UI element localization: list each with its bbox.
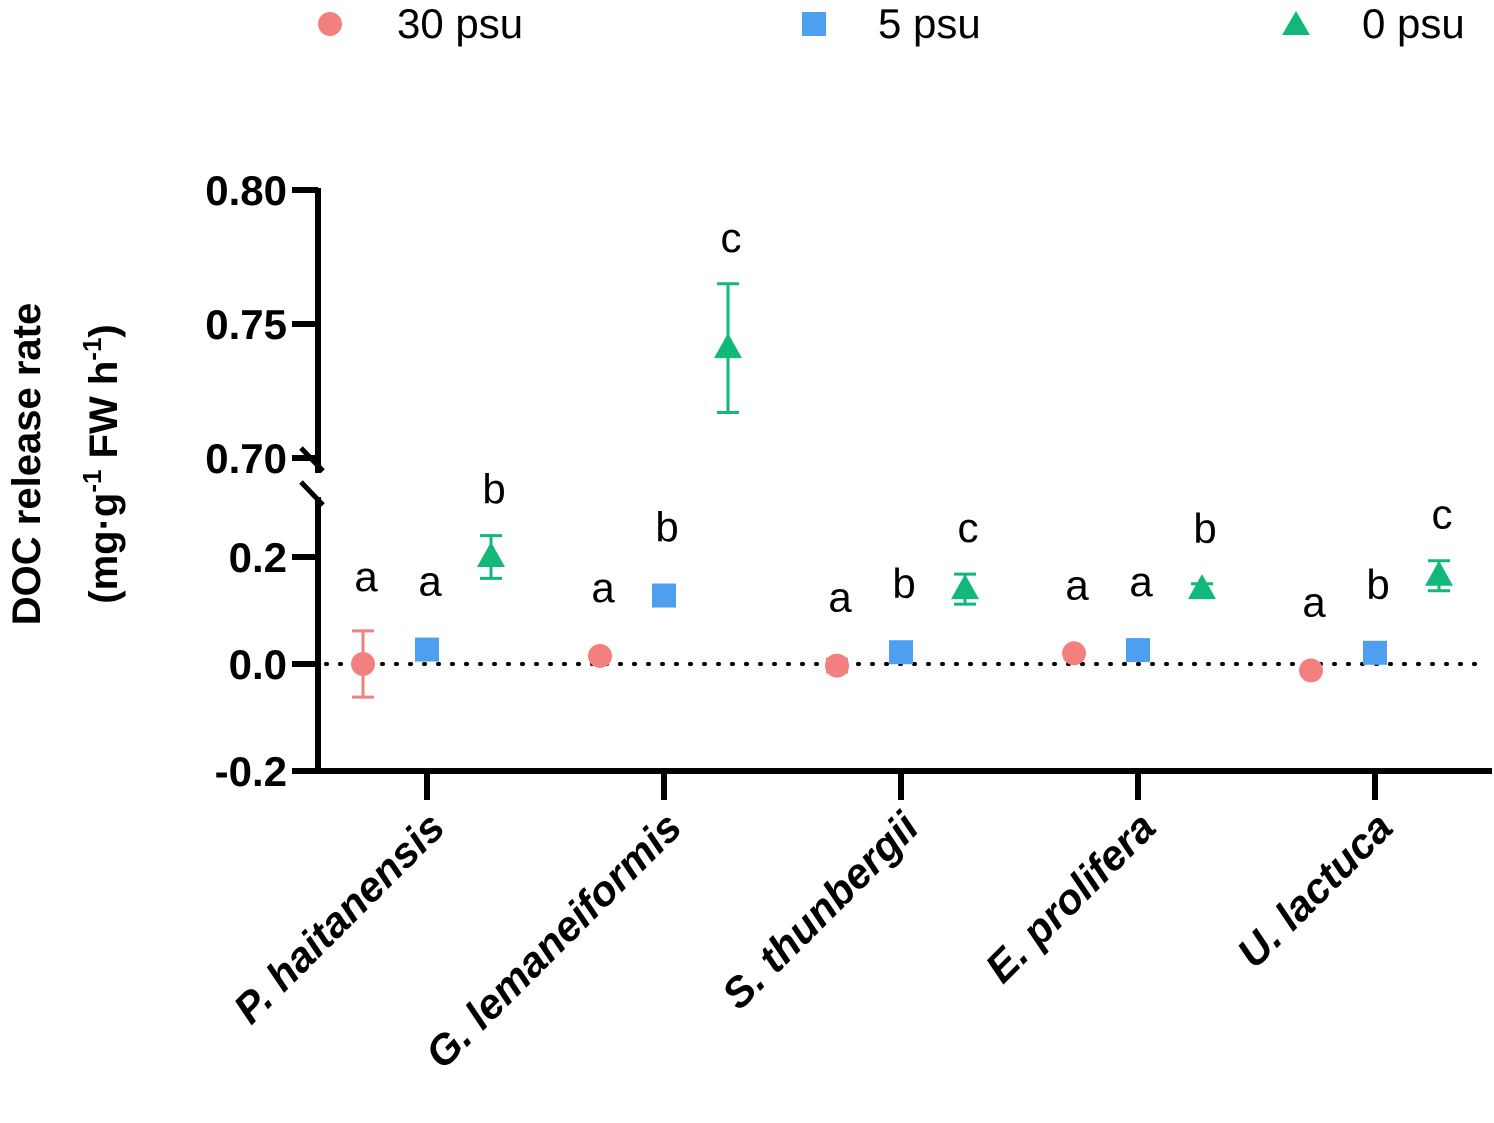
x-tick-label-3: E. prolifera	[976, 803, 1164, 991]
sig-letter-30psu-0: a	[354, 553, 378, 600]
x-tick-label-1: G. lemaneiformis	[416, 803, 690, 1077]
y-axis-title: DOC release rate (mg·g-1 FW h-1)	[5, 303, 126, 625]
axis-break-mark-lower	[299, 480, 325, 507]
marker-0psu-2	[951, 574, 979, 600]
legend-item-5psu: 5 psu	[802, 0, 981, 47]
y-tick-label-upper-1: 0.75	[205, 301, 287, 348]
sig-letter-5psu-1: b	[655, 504, 678, 551]
legend-label-30psu: 30 psu	[397, 0, 523, 47]
marker-0psu-1	[714, 333, 742, 359]
marker-0psu-4	[1425, 560, 1453, 586]
y-axis-title-line2: (mg·g-1 FW h-1)	[77, 324, 126, 604]
marker-30psu-0	[351, 652, 375, 676]
sig-letter-0psu-0: b	[482, 466, 505, 513]
legend-item-0psu: 0 psu	[1282, 0, 1465, 47]
sig-letter-0psu-3: b	[1193, 505, 1216, 552]
y-axis-unit-sup2: -1	[77, 338, 107, 361]
y-axis-unit-sup1: -1	[77, 470, 107, 493]
x-tick-label-2: S. thunbergii	[713, 802, 929, 1018]
legend-marker-0psu	[1282, 11, 1310, 35]
legend-label-0psu: 0 psu	[1362, 0, 1465, 47]
marker-5psu-4	[1363, 640, 1387, 665]
sig-letter-0psu-2: c	[958, 504, 979, 551]
sig-letter-5psu-3: a	[1129, 558, 1153, 605]
legend: 30 psu 5 psu 0 psu	[318, 0, 1465, 47]
sig-letter-30psu-1: a	[591, 564, 615, 611]
marker-30psu-1	[588, 643, 612, 668]
marker-30psu-3	[1062, 641, 1086, 666]
sig-letter-5psu-2: b	[892, 560, 915, 607]
y-axis-unit-open: (mg·g	[82, 493, 126, 604]
sig-letter-30psu-3: a	[1065, 561, 1089, 608]
marker-0psu-0	[477, 542, 505, 567]
axes: 0.70 0.75 0.80 -0.2 0.0 0.2	[205, 167, 1492, 800]
marker-5psu-1	[652, 583, 676, 608]
y-axis-title-line1: DOC release rate	[5, 303, 49, 625]
marker-30psu-4	[1299, 658, 1323, 683]
x-tick-label-0: P. haitanensis	[224, 803, 453, 1032]
sig-letter-0psu-1: c	[721, 214, 742, 261]
y-tick-label-upper-0: 0.70	[205, 435, 287, 482]
data-markers	[351, 333, 1453, 683]
y-tick-label-upper-2: 0.80	[205, 167, 287, 214]
legend-marker-30psu	[318, 12, 342, 36]
sig-letter-5psu-4: b	[1366, 561, 1389, 608]
y-axis-unit-close: )	[82, 324, 126, 337]
error-bars	[352, 282, 1450, 699]
y-axis-unit-mid: FW h	[82, 361, 126, 470]
legend-item-30psu: 30 psu	[318, 0, 523, 47]
marker-30psu-2	[825, 653, 849, 678]
marker-5psu-2	[889, 640, 913, 665]
sig-letter-30psu-2: a	[828, 574, 852, 621]
marker-5psu-3	[1126, 638, 1150, 663]
sig-letter-0psu-4: c	[1432, 491, 1453, 538]
sig-letter-5psu-0: a	[418, 558, 442, 605]
y-tick-label-lower-0: -0.2	[215, 748, 287, 795]
y-tick-label-lower-1: 0.0	[229, 641, 287, 688]
legend-marker-5psu	[802, 12, 826, 36]
y-tick-label-lower-2: 0.2	[229, 534, 287, 581]
sig-letter-30psu-4: a	[1302, 578, 1326, 625]
legend-label-5psu: 5 psu	[878, 0, 981, 47]
x-tick-label-4: U. lactuca	[1228, 803, 1402, 977]
marker-0psu-3	[1188, 574, 1216, 600]
marker-5psu-0	[415, 637, 439, 662]
